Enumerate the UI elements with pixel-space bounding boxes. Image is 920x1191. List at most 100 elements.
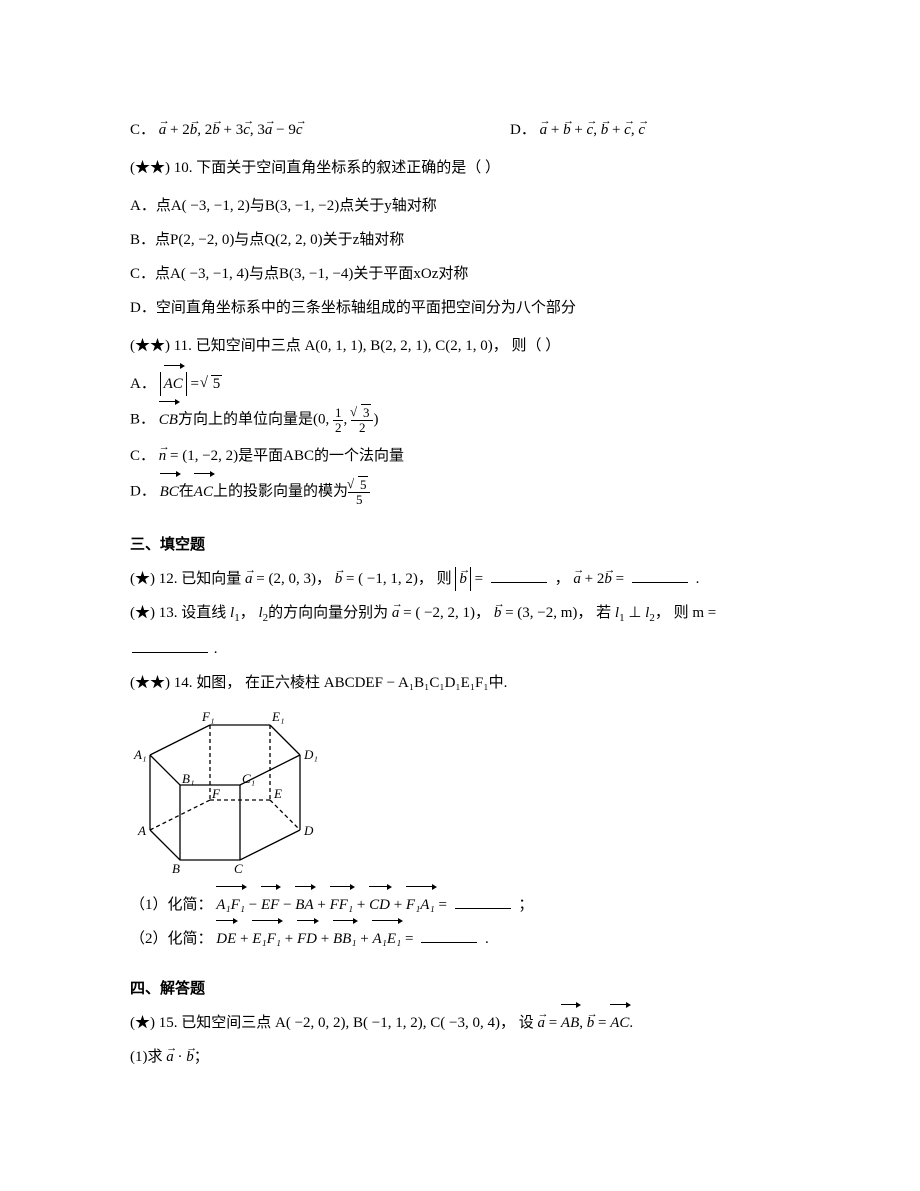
q12-blank2 <box>632 567 688 582</box>
p2v0: DE <box>216 927 236 951</box>
vec-AC2: AC <box>194 480 213 504</box>
q11-D-label: D． <box>130 484 156 500</box>
q14-part1: （1）化简： A₁F₁ − EF − BA + FF₁ + CD + F₁A₁ … <box>130 893 820 917</box>
q11-stem: (★★) 11. 已知空间中三点 A(0, 1, 1), B(2, 2, 1),… <box>130 334 820 358</box>
q12-bval: = ( −1, 1, 2)， 则 <box>342 571 455 587</box>
frac-1-2: 12 <box>333 406 344 434</box>
p2v4: A₁E₁ <box>372 927 401 951</box>
q11-C-label: C． <box>130 448 155 464</box>
q11-optB: B． CB方向上的单位向量是(0, 12, 32) <box>130 406 820 434</box>
q13-l1: l1 <box>230 605 240 621</box>
lbl-A: A <box>137 823 146 838</box>
q13-tail: . <box>210 641 218 657</box>
lbl-F1: F₁ <box>201 709 214 724</box>
vec-cd3: c <box>638 122 645 138</box>
q15-AB: AB <box>561 1011 579 1035</box>
abs-b: b <box>455 567 471 591</box>
q14-p2-label: （2）化简： <box>130 931 216 947</box>
q11-B-tuple-close: ) <box>373 412 378 428</box>
q11-optD: D． BC在AC上的投影向量的模为55 <box>130 478 820 506</box>
q12-b: b <box>335 571 343 587</box>
p1v2: BA <box>295 893 313 917</box>
lbl-E1: E₁ <box>271 709 284 724</box>
q12-t1: 已知向量 <box>181 571 245 587</box>
q13-cl2: l2 <box>645 605 655 621</box>
q10-A-label: A． <box>130 198 156 214</box>
q15-b: b <box>587 1015 595 1031</box>
vec-c2: c <box>296 122 303 138</box>
vec-cd: c <box>587 122 594 138</box>
q15-stem: (★) 15. 已知空间三点 A( −2, 0, 2), B( −1, 1, 2… <box>130 1011 820 1035</box>
q10-C-label: C． <box>130 266 155 282</box>
q11-B-text1: 方向上的单位向量是 <box>178 412 313 428</box>
q13-t2: 的方向向量分别为 <box>268 605 392 621</box>
lbl-A1: A₁ <box>133 747 146 762</box>
vec-a: a <box>159 122 167 138</box>
vec-a2: a <box>265 122 273 138</box>
q15-p1-b: b <box>186 1049 194 1065</box>
p1v4: CD <box>369 893 390 917</box>
q10-optD: D．空间直角坐标系中的三条坐标轴组成的平面把空间分为八个部分 <box>130 296 820 320</box>
q12-aval: = (2, 0, 3)， <box>253 571 335 587</box>
abs-AC: AC <box>160 372 187 396</box>
vec-b2: b <box>212 122 220 138</box>
q10-text: 下面关于空间直角坐标系的叙述正确的是（ ） <box>196 160 500 176</box>
q12-mid: + 2 <box>581 571 604 587</box>
vec-b: b <box>190 122 198 138</box>
q11-text: 已知空间中三点 A(0, 1, 1), B(2, 2, 1), C(2, 1, … <box>196 338 561 354</box>
vec-bd2: b <box>601 122 609 138</box>
q10-optA: A．点A( −3, −1, 2)与B(3, −1, −2)点关于y轴对称 <box>130 194 820 218</box>
q13-cl1: l1 <box>615 605 625 621</box>
prev-option-c: C． a + 2b, 2b + 3c, 3a − 9c <box>130 118 510 142</box>
p1v0: A₁F₁ <box>216 893 245 917</box>
p2v1: E₁F₁ <box>252 927 281 951</box>
vec-n: n <box>159 448 167 464</box>
q12-prefix: (★) 12. <box>130 571 181 587</box>
q12-eq1: = <box>471 571 487 587</box>
q10-B-text: 点P(2, −2, 0)与点Q(2, 2, 0)关于z轴对称 <box>155 232 404 248</box>
q10-D-text: 空间直角坐标系中的三条坐标轴组成的平面把空间分为八个部分 <box>156 300 576 316</box>
q10-B-label: B． <box>130 232 155 248</box>
q13-b: b <box>494 605 502 621</box>
section-4-title: 四、解答题 <box>130 977 820 1001</box>
vec-BC: BC <box>160 480 179 504</box>
q10-optC: C．点A( −3, −1, 4)与点B(3, −1, −4)关于平面xOz对称 <box>130 262 820 286</box>
lbl-C1: C₁ <box>242 771 255 786</box>
q15-a: a <box>537 1015 545 1031</box>
q14-prefix: (★★) 14. <box>130 675 196 691</box>
hex-prism-figure: A B C D E F A₁ B₁ C₁ D₁ E₁ F₁ <box>130 705 820 883</box>
q12-a2: a <box>573 571 581 587</box>
q15-t1: 已知空间三点 A( −2, 0, 2), B( −1, 1, 2), C( −3… <box>181 1015 537 1031</box>
q13: (★) 13. 设直线 l1， l2的方向向量分别为 a = ( −2, 2, … <box>130 601 820 628</box>
q13-line2: . <box>130 637 820 661</box>
q11-A-label: A． <box>130 376 156 392</box>
p2v2: FD <box>297 927 317 951</box>
p2v3: BB₁ <box>333 927 357 951</box>
q15-p1-text: 求 <box>148 1049 167 1065</box>
q10-D-label: D． <box>130 300 156 316</box>
q11-optC: C． n = (1, −2, 2)是平面ABC的一个法向量 <box>130 444 820 468</box>
q11-optA: A． AC = 5 <box>130 372 820 396</box>
q13-prefix: (★) 13. <box>130 605 181 621</box>
q10-prefix: (★★) 10. <box>130 160 196 176</box>
q10-C-text: 点A( −3, −1, 4)与点B(3, −1, −4)关于平面xOz对称 <box>155 266 468 282</box>
q15-prefix: (★) 15. <box>130 1015 181 1031</box>
vec-ad: a <box>540 122 548 138</box>
q13-t3: ， 则 m = <box>655 605 716 621</box>
vec-cd2: c <box>624 122 631 138</box>
sqrt5: 5 <box>203 372 223 396</box>
prev-option-d: D． a + b + c, b + c, c <box>510 118 820 142</box>
q12-tail: . <box>692 571 700 587</box>
section-3-title: 三、填空题 <box>130 533 820 557</box>
frac-sqrt5-5: 55 <box>348 478 371 506</box>
q13-bval: = (3, −2, m)， 若 <box>501 605 615 621</box>
lbl-C: C <box>234 861 243 875</box>
q12-sep: ， <box>551 571 574 587</box>
q11-B-label: B． <box>130 412 155 428</box>
optC-label: C． <box>130 122 155 138</box>
q13-blank <box>132 638 208 653</box>
q10-stem: (★★) 10. 下面关于空间直角坐标系的叙述正确的是（ ） <box>130 156 820 180</box>
q12-a: a <box>245 571 253 587</box>
q13-lsep: ， <box>240 605 259 621</box>
page-body: C． a + 2b, 2b + 3c, 3a − 9c D． a + b + c… <box>0 0 920 1119</box>
